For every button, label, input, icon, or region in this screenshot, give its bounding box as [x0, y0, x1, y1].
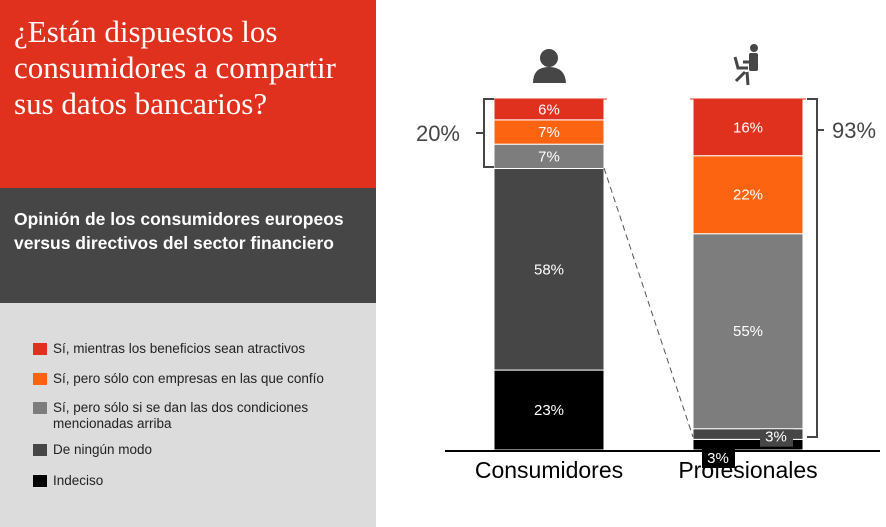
- category-label: Profesionales: [678, 457, 817, 483]
- dashed-connector: [603, 167, 694, 438]
- legend-item: De ningún modo: [33, 442, 353, 458]
- person-icon: [533, 49, 566, 83]
- data-label: 7%: [538, 148, 560, 165]
- bracket-total: 20%: [416, 121, 460, 146]
- bar-segment: [493, 119, 605, 145]
- legend-item: Sí, pero sólo si se dan las dos condicio…: [33, 400, 353, 432]
- data-label: 22%: [733, 187, 763, 204]
- legend-swatch: [33, 343, 47, 355]
- bar-segment: [692, 98, 804, 157]
- data-label: 3%: [765, 429, 787, 446]
- data-label: 58%: [534, 261, 564, 278]
- legend-label: Sí, pero sólo con empresas en las que co…: [53, 371, 324, 386]
- legend-label: Sí, pero sólo si se dan las dos condicio…: [53, 400, 309, 431]
- legend-swatch: [33, 475, 47, 487]
- legend-item: Indeciso: [33, 473, 353, 489]
- data-label: 23%: [534, 402, 564, 419]
- bracket-left: [476, 98, 494, 168]
- data-label: 7%: [538, 124, 560, 141]
- bar-segment: [493, 369, 605, 451]
- person-laptop-icon: [733, 44, 758, 86]
- legend-item: Sí, pero sólo con empresas en las que co…: [33, 371, 353, 387]
- legend-swatch: [33, 373, 47, 385]
- subtitle: Opinión de los consumidores europeos ver…: [14, 209, 344, 253]
- data-label: 3%: [707, 450, 729, 467]
- data-label: 16%: [733, 119, 763, 136]
- bracket-right: [807, 98, 824, 438]
- data-label: 55%: [733, 323, 763, 340]
- subtitle-box: Opinión de los consumidores europeos ver…: [0, 188, 376, 303]
- legend: Sí, mientras los beneficios sean atracti…: [0, 303, 376, 527]
- left-panel: ¿Están dispuestos los consumidores a com…: [0, 0, 376, 527]
- bracket-total: 93%: [832, 118, 876, 143]
- legend-label: De ningún modo: [53, 442, 153, 457]
- data-label-box: [702, 448, 735, 468]
- title: ¿Están dispuestos los consumidores a com…: [14, 14, 336, 121]
- bar-segment: [692, 155, 804, 235]
- title-box: ¿Están dispuestos los consumidores a com…: [0, 0, 376, 188]
- legend-item: Sí, mientras los beneficios sean atracti…: [33, 341, 353, 357]
- bar-segment: [692, 233, 804, 430]
- data-label: 6%: [538, 101, 560, 118]
- legend-swatch: [33, 444, 47, 456]
- legend-swatch: [33, 402, 47, 414]
- category-label: Consumidores: [475, 457, 623, 483]
- data-label-box: [760, 426, 793, 447]
- legend-label: Indeciso: [53, 473, 104, 488]
- bar-segment: [493, 168, 605, 371]
- legend-label: Sí, mientras los beneficios sean atracti…: [53, 341, 306, 356]
